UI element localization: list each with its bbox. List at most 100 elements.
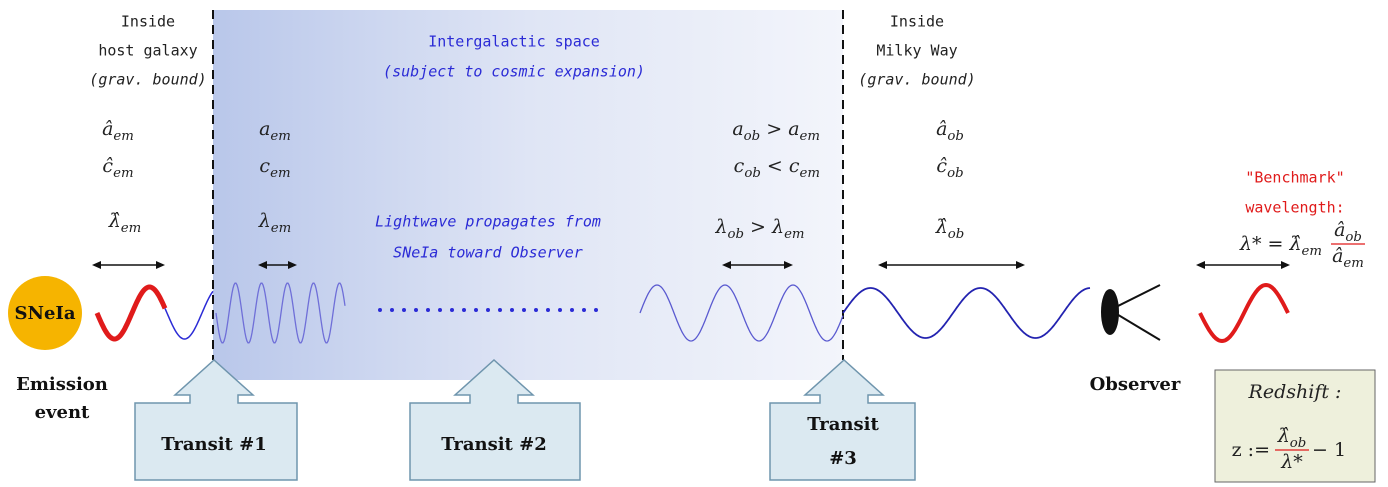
math-part: λ* (1239, 233, 1262, 255)
arrow-head (722, 261, 731, 269)
transit-label: Transit #2 (441, 434, 546, 455)
math-part: λ̂ (1277, 425, 1290, 447)
math-part: z := (1232, 439, 1270, 461)
arrow-head (288, 261, 297, 269)
math-expression: λ̂ob (935, 216, 965, 242)
math-subscript: em (800, 129, 820, 144)
math-expression: âob (936, 118, 964, 144)
arrow-head (1016, 261, 1025, 269)
math-subscript: ob (727, 227, 744, 242)
math-subscript: em (800, 166, 820, 181)
transit-arrows (134, 358, 916, 481)
emission-label: Emission (16, 374, 108, 395)
transit-label: Transit (807, 414, 879, 435)
math-part: â (936, 118, 947, 140)
math-expression: aem (259, 118, 291, 144)
arrow-head (878, 261, 887, 269)
math-expression: cem (259, 155, 290, 181)
math-part: a (788, 118, 799, 140)
arrow-head (1281, 261, 1290, 269)
math-subscript: ob (948, 227, 965, 242)
math-part: c (259, 155, 270, 177)
math-subscript: em (121, 221, 141, 236)
math-part: λ̂ (935, 216, 948, 238)
math-expression: − 1 (1312, 439, 1346, 461)
wave-transit3 (639, 284, 844, 342)
waves (94, 282, 1290, 344)
math-subscript: em (271, 221, 291, 236)
region-label: (subject to cosmic expansion) (383, 63, 645, 81)
math-part: λ (714, 216, 727, 238)
math-part: > (760, 118, 788, 140)
arrow-heads (92, 261, 1290, 269)
math-expression: λob > λem (714, 216, 804, 242)
math-expression: ĉob (936, 155, 963, 181)
math-part: − 1 (1312, 439, 1346, 461)
math-expression: âob (1334, 219, 1362, 245)
math-subscript: em (784, 227, 804, 242)
arrow-head (1196, 261, 1205, 269)
wave-transit1 (215, 282, 346, 344)
math-part: a (732, 118, 743, 140)
math-part: λ (258, 210, 271, 232)
math-part: λ̂ (108, 210, 121, 232)
math-subscript: ob (744, 129, 761, 144)
math-expression: z := (1232, 439, 1270, 461)
math-part: â (102, 118, 113, 140)
region-label: host galaxy (98, 42, 197, 60)
math-part: λ̂ (1288, 233, 1301, 255)
region-label: Inside (890, 13, 944, 31)
redshift-title: Redshift : (1248, 381, 1342, 403)
math-part: a (259, 118, 270, 140)
arrow-head (92, 261, 101, 269)
wave-host (164, 290, 214, 340)
intergalactic-region (213, 10, 843, 380)
math-part: < (761, 155, 789, 177)
math-expression: λ* = λ̂em (1239, 233, 1322, 259)
arrow-head (156, 261, 165, 269)
math-expression: λ̂em (108, 210, 142, 236)
math-subscript: ob (744, 166, 761, 181)
math-subscript: em (1343, 256, 1363, 271)
math-part: λ* (1280, 451, 1303, 473)
redshift-box (1214, 369, 1376, 483)
math-part: c (789, 155, 800, 177)
math-subscript: em (1302, 244, 1322, 259)
math-expression: aob > aem (732, 118, 820, 144)
math-subscript: em (270, 166, 290, 181)
region-label: Milky Way (876, 42, 957, 60)
math-subscript: ob (947, 129, 964, 144)
math-subscript: em (270, 129, 290, 144)
source-label: SNeIa (15, 303, 76, 324)
arrow-head (258, 261, 267, 269)
sneia-circle (8, 276, 82, 350)
math-expression: λem (258, 210, 292, 236)
eye (1101, 284, 1161, 341)
wave-emitted-red (94, 284, 168, 342)
benchmark-label: "Benchmark" (1245, 169, 1344, 187)
transit-label: #3 (829, 448, 857, 469)
math-expression: âem (1332, 245, 1364, 271)
math-expression: λ* (1280, 451, 1303, 473)
math-part: â (1332, 245, 1343, 267)
region-label: Intergalactic space (428, 33, 600, 51)
math-part: ĉ (102, 155, 113, 177)
propagation-label: SNeIa toward Observer (393, 244, 583, 262)
transit-label: Transit #1 (161, 434, 266, 455)
math-expression: λ̂ob (1277, 425, 1307, 451)
benchmark-label: wavelength: (1245, 199, 1344, 217)
math-subscript: ob (947, 166, 964, 181)
math-subscript: ob (1290, 436, 1307, 451)
region-label: Inside (121, 13, 175, 31)
propagation-label: Lightwave propagates from (375, 213, 601, 231)
math-expression: ĉem (102, 155, 133, 181)
math-part: > (744, 216, 772, 238)
math-expression: cob < cem (734, 155, 820, 181)
arrow-head (784, 261, 793, 269)
math-expression: âem (102, 118, 134, 144)
math-part: c (734, 155, 745, 177)
math-subscript: ob (1345, 230, 1362, 245)
math-part: ĉ (936, 155, 947, 177)
math-subscript: em (113, 129, 133, 144)
